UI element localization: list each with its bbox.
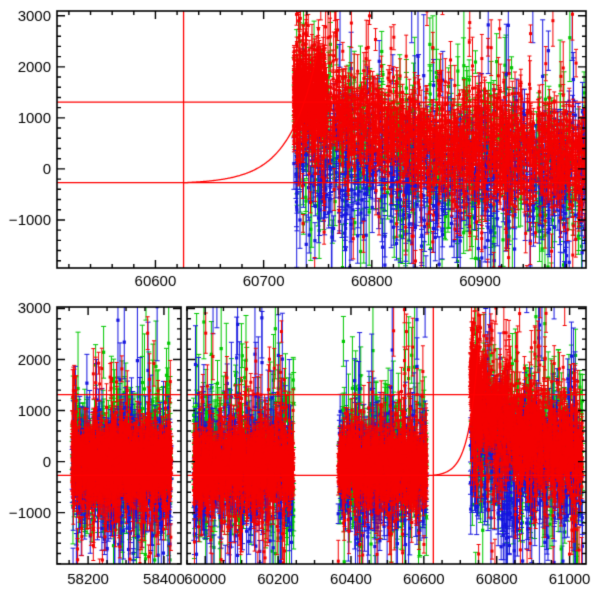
light-curve-canvas xyxy=(0,0,600,600)
light-curve-figure xyxy=(0,0,600,600)
